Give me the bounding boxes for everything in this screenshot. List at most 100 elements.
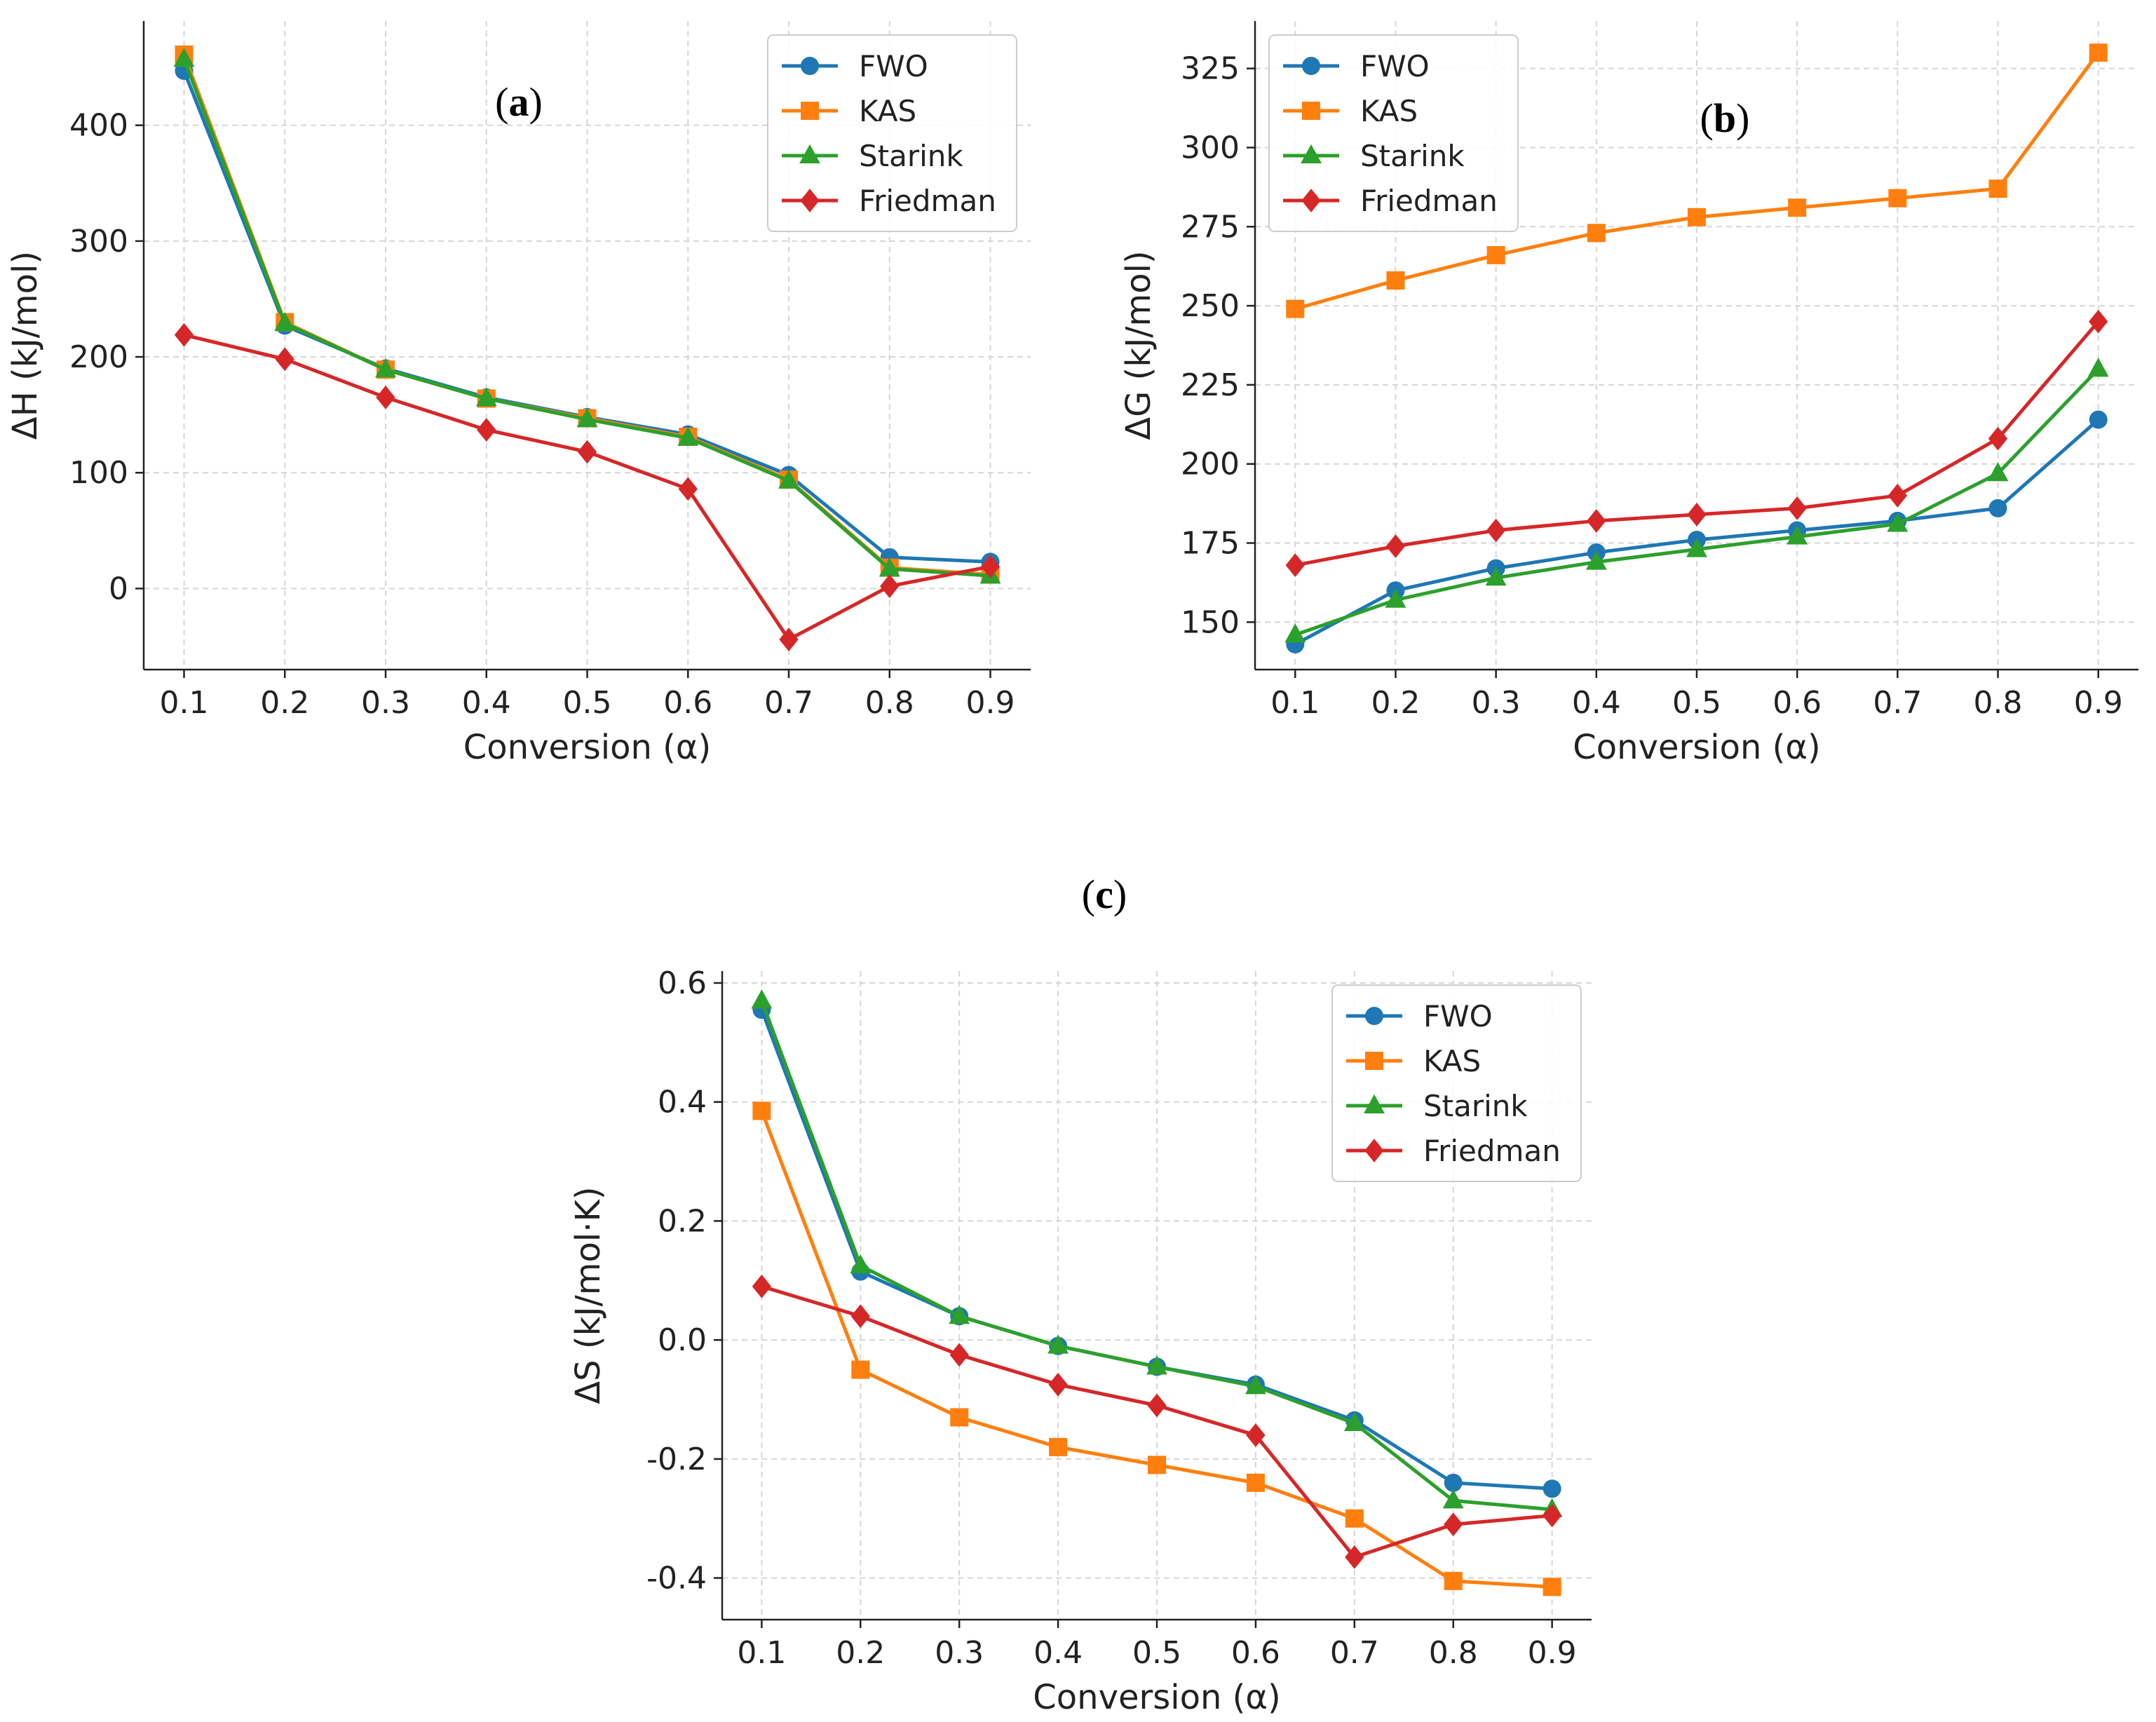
legend-label-starink: Starink (1423, 1089, 1528, 1123)
data-point-friedman (477, 418, 496, 442)
data-point-kas (752, 1101, 771, 1120)
data-point-friedman (1988, 426, 2008, 451)
series-starink (1284, 358, 2109, 643)
legend-marker-fwo (1302, 57, 1320, 75)
data-point-friedman (2089, 309, 2108, 334)
y-tick-label: 100 (69, 455, 128, 491)
data-point-friedman (949, 1343, 969, 1367)
series-kas (752, 1101, 1561, 1596)
panel-label: (c) (1082, 872, 1127, 917)
data-point-fwo (1444, 1473, 1463, 1492)
legend-label-fwo: FWO (1360, 49, 1430, 83)
y-axis-label: ΔS (kJ/mol·K) (569, 1186, 608, 1404)
data-point-kas (1888, 189, 1907, 208)
x-tick-label: 0.1 (1270, 685, 1320, 721)
data-point-starink (375, 358, 396, 378)
legend-label-kas: KAS (1360, 94, 1418, 128)
y-tick-label: 400 (69, 108, 128, 144)
data-point-friedman (1246, 1423, 1266, 1447)
legend-box (1268, 34, 1519, 232)
data-point-friedman (275, 347, 294, 372)
panel-label: (a) (495, 79, 543, 125)
data-point-kas (1049, 1437, 1068, 1456)
legend-marker-friedman (1364, 1139, 1384, 1162)
data-point-friedman (1444, 1512, 1463, 1537)
x-tick-label: 0.2 (260, 685, 309, 721)
chart-a: 0.1 0.2 0.3 0.4 0.5 0.6 0.7 0.8 0.9 0 100 200 300 400… (6, 21, 1031, 767)
chart-b: 0.1 0.2 0.3 0.4 0.5 0.6 0.7 0.8 0.9 150 175 200 225 2… (1119, 21, 2138, 767)
y-tick-label: -0.2 (646, 1442, 707, 1477)
data-point-starink (1987, 461, 2009, 482)
legend-label-friedman: Friedman (859, 184, 996, 218)
x-tick-label: 0.4 (1033, 1635, 1083, 1671)
legend-label-kas: KAS (859, 94, 916, 128)
data-point-friedman (980, 555, 1001, 578)
y-tick-label: 0.2 (658, 1203, 707, 1239)
data-point-friedman (1048, 1372, 1068, 1397)
data-point-kas (950, 1408, 969, 1427)
data-point-kas (1788, 198, 1807, 217)
data-point-friedman (1687, 503, 1707, 527)
y-tick-label: 225 (1181, 367, 1240, 403)
x-tick-label: 0.8 (865, 685, 914, 721)
legend-marker-kas (801, 102, 819, 120)
x-tick-label: 0.8 (1429, 1635, 1478, 1671)
legend-label-friedman: Friedman (1423, 1134, 1561, 1168)
data-point-kas (2089, 43, 2108, 62)
data-point-starink (778, 469, 799, 489)
data-point-starink (475, 387, 497, 407)
data-point-kas (1543, 1578, 1561, 1596)
panel-label: (b) (1700, 95, 1750, 141)
legend: FWO KAS Starink Friedman (1268, 34, 1519, 232)
x-axis-label: Conversion (α) (1033, 1678, 1280, 1717)
data-point-starink (1146, 1355, 1167, 1375)
data-point-starink (949, 1304, 970, 1324)
x-tick-label: 0.2 (1371, 685, 1420, 721)
data-point-kas (1587, 224, 1606, 243)
x-tick-label: 0.9 (2074, 685, 2123, 721)
y-tick-label: 0.6 (658, 965, 707, 1001)
y-axis-label: ΔH (kJ/mol) (6, 251, 45, 440)
data-point-friedman (1587, 509, 1606, 533)
legend-label-starink: Starink (859, 139, 963, 173)
x-tick-label: 0.8 (1974, 685, 2023, 721)
y-tick-label: 200 (69, 339, 128, 375)
legend-label-kas: KAS (1423, 1044, 1481, 1078)
x-tick-label: 0.3 (361, 685, 410, 721)
chart-c: 0.1 0.2 0.3 0.4 0.5 0.6 0.7 0.8 0.9 -0.4 -0.2 0.0 0.… (569, 872, 1592, 1717)
y-tick-label: 300 (69, 224, 128, 259)
y-tick-label: 150 (1181, 604, 1240, 640)
data-point-starink (1485, 566, 1507, 586)
x-tick-label: 0.6 (663, 685, 712, 721)
data-point-fwo (1988, 499, 2007, 517)
data-point-starink (1887, 513, 1908, 532)
data-point-friedman (174, 323, 194, 347)
y-tick-label: 0.0 (658, 1322, 707, 1358)
x-tick-label: 0.3 (1472, 685, 1521, 721)
series-friedman (174, 323, 1001, 651)
legend: FWO KAS Starink Friedman (767, 34, 1017, 232)
legend-marker-starink (799, 144, 820, 164)
data-point-starink (1048, 1334, 1069, 1354)
data-point-fwo (2089, 410, 2108, 429)
x-tick-label: 0.5 (1132, 1635, 1181, 1671)
data-point-friedman (376, 385, 395, 409)
data-point-friedman (850, 1304, 870, 1329)
data-point-friedman (1787, 496, 1807, 520)
data-point-starink (1284, 623, 1306, 643)
data-point-kas (1246, 1473, 1265, 1492)
data-point-starink (1385, 588, 1406, 608)
y-tick-label: 0 (109, 571, 128, 606)
legend-marker-kas (1302, 102, 1320, 120)
data-point-starink (173, 48, 195, 67)
x-tick-label: 0.9 (966, 685, 1015, 721)
x-tick-label: 0.6 (1772, 685, 1822, 721)
legend-label-friedman: Friedman (1360, 184, 1498, 218)
data-point-starink (1787, 525, 1808, 545)
legend-marker-starink (1301, 144, 1322, 164)
y-tick-label: 325 (1181, 51, 1240, 87)
legend-marker-kas (1365, 1052, 1383, 1070)
legend-label-fwo: FWO (859, 49, 928, 83)
data-point-friedman (577, 440, 597, 464)
legend-marker-starink (1364, 1094, 1385, 1114)
